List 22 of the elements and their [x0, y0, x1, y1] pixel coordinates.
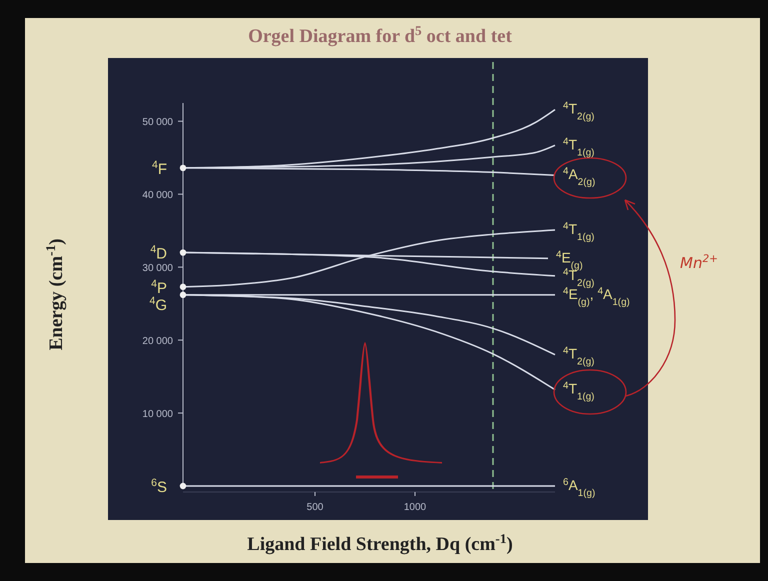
y-tick-label: 50 000: [142, 117, 174, 128]
x-tick-label: 1000: [404, 502, 427, 513]
y-tick-label: 40 000: [142, 190, 174, 202]
series-label: $^{4}$T$_{2(g)}$: [563, 100, 594, 122]
series-label: $^{4}$D: [150, 244, 168, 263]
chart-title: Orgel Diagram for d$^{5}$ oct and tet: [248, 22, 513, 47]
series-label: $^{4}$G: [149, 294, 167, 314]
y-tick-label: 30 000: [142, 263, 174, 274]
x-tick-label: 500: [306, 502, 324, 513]
series-label: $^{4}$P: [151, 278, 167, 297]
x-axis-title: Ligand Field Strength, Dq (cm$^{-1}$): [247, 530, 513, 555]
series-label: $^{4}$T$_{2(g)}$: [563, 345, 594, 368]
series-label: $^{4}$F: [152, 158, 167, 178]
y-tick-label: 10 000: [142, 409, 174, 420]
series-label: $^{6}$S: [151, 477, 167, 496]
series-label: $^{6}$A$_{1(g)}$: [563, 476, 596, 498]
series-label: $^{4}$T$_{1(g)}$: [563, 220, 594, 242]
y-tick-label: 20 000: [142, 336, 174, 348]
series-label: $^{4}$A$_{2(g)}$: [563, 166, 596, 188]
series-label: $^{4}$T$_{1(g)}$: [563, 136, 594, 158]
text: Mn$^{2+}$: [680, 253, 718, 272]
series-label: $^{4}$T$_{1(g)}$: [563, 380, 594, 402]
